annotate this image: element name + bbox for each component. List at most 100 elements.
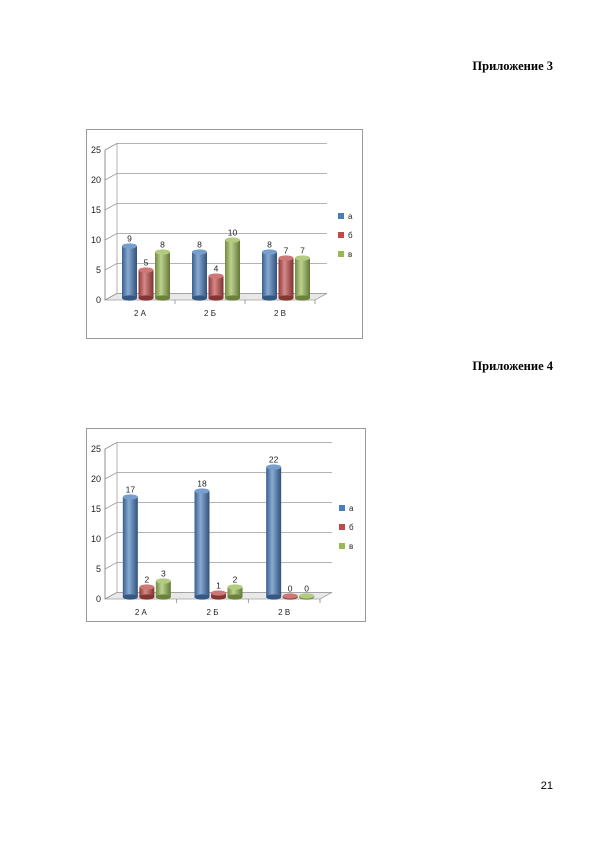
bar-top — [194, 488, 210, 494]
bar-top — [139, 584, 155, 590]
bar-base — [192, 295, 207, 301]
bar-top — [122, 243, 137, 249]
y-tick-label: 0 — [96, 594, 101, 604]
y-tick-label: 5 — [96, 564, 101, 574]
page-number: 21 — [540, 780, 553, 792]
data-label: 7 — [284, 245, 289, 255]
bar-top — [295, 255, 310, 261]
legend-label: в — [349, 542, 353, 551]
bar-base — [155, 295, 170, 301]
bar-body — [155, 581, 171, 597]
data-label: 10 — [228, 227, 238, 237]
bar-в-0 — [155, 249, 170, 301]
bar-top — [282, 593, 298, 599]
data-label: 0 — [304, 583, 309, 593]
bar-в-0 — [155, 578, 171, 600]
bar-base — [211, 594, 226, 600]
bar-body — [155, 252, 170, 298]
chart-side-wall — [104, 142, 118, 301]
data-label: 22 — [269, 454, 279, 464]
chart-2-svg: 0 5 10 15 20 25 2 А 17 2 3 2 Б 18 1 2 2 В 22 0 0 а б в — [91, 441, 354, 617]
data-label: 7 — [300, 245, 305, 255]
gridline — [104, 142, 327, 151]
bar-body — [122, 246, 137, 298]
y-tick-label: 25 — [91, 444, 101, 454]
bar-body — [208, 276, 224, 298]
bar-в-2 — [299, 593, 315, 600]
bar-в-1 — [225, 237, 240, 301]
gridline — [104, 561, 332, 570]
data-label: 17 — [126, 484, 136, 494]
bar-а-2 — [266, 464, 282, 600]
legend-swatch-б — [339, 524, 345, 530]
bar-б-2 — [282, 593, 298, 600]
gridline — [104, 292, 327, 301]
bar-top — [208, 273, 224, 279]
data-label: 2 — [144, 574, 149, 584]
bar-top — [155, 249, 170, 255]
x-category-label: 2 Б — [204, 309, 216, 318]
chart-side-wall — [104, 441, 118, 600]
bar-top — [155, 578, 171, 584]
bar-body — [194, 491, 210, 597]
x-category-label: 2 В — [278, 608, 290, 617]
data-label: 3 — [161, 568, 166, 578]
bar-б-0 — [138, 267, 154, 301]
bar-base — [139, 594, 155, 600]
legend-swatch-в — [339, 543, 345, 549]
bar-base — [122, 594, 138, 600]
bar-top — [299, 593, 315, 599]
legend-label: б — [349, 523, 354, 532]
gridline — [104, 472, 332, 480]
chart-appendix-4: 0 5 10 15 20 25 2 А 17 2 3 2 Б 18 1 2 2 В 22 0 0 а б в — [86, 428, 366, 622]
bar-base — [278, 295, 294, 301]
data-label: 9 — [127, 233, 132, 243]
bar-а-0 — [122, 494, 138, 600]
appendix-4-heading: Приложение 4 — [472, 359, 553, 373]
bar-а-0 — [122, 243, 137, 301]
legend-swatch-б — [338, 232, 344, 238]
y-tick-label: 15 — [91, 205, 101, 215]
data-label: 1 — [216, 580, 221, 590]
y-tick-label: 10 — [91, 534, 101, 544]
bar-base — [194, 594, 210, 600]
gridline — [104, 502, 332, 510]
bar-б-1 — [211, 590, 226, 600]
x-category-label: 2 А — [134, 309, 147, 318]
bar-top — [122, 494, 138, 500]
bar-top — [278, 255, 294, 261]
gridline — [104, 441, 332, 450]
data-label: 8 — [197, 239, 202, 249]
y-tick-label: 20 — [91, 175, 101, 185]
legend-label: а — [349, 504, 354, 513]
gridline — [104, 233, 327, 241]
legend-label: б — [348, 231, 353, 240]
y-tick-label: 25 — [91, 145, 101, 155]
appendix-3-heading: Приложение 3 — [472, 59, 553, 73]
y-tick-label: 15 — [91, 504, 101, 514]
bar-base — [122, 295, 137, 301]
bar-base — [138, 295, 154, 301]
bar-top — [192, 249, 207, 255]
bar-base — [208, 295, 224, 301]
bar-top — [225, 237, 240, 243]
data-label: 8 — [160, 239, 165, 249]
gridline — [104, 532, 332, 540]
legend-swatch-а — [339, 505, 345, 511]
y-tick-label: 0 — [96, 295, 101, 305]
x-category-label: 2 Б — [207, 608, 219, 617]
bar-а-2 — [262, 249, 277, 301]
bar-base — [295, 295, 310, 301]
bar-top — [262, 249, 277, 255]
bar-body — [262, 252, 277, 298]
bar-top — [227, 584, 243, 590]
chart-appendix-3: 0 5 10 15 20 25 2 А 9 5 8 2 Б 8 4 10 2 В 8 7 7 а б в — [86, 129, 363, 339]
bar-base — [155, 594, 171, 600]
bar-body — [225, 240, 240, 298]
chart-1-svg: 0 5 10 15 20 25 2 А 9 5 8 2 Б 8 4 10 2 В 8 7 7 а б в — [91, 142, 353, 318]
bar-в-2 — [295, 255, 310, 301]
x-category-label: 2 В — [274, 309, 286, 318]
gridline — [104, 203, 327, 211]
legend-swatch-а — [338, 213, 344, 219]
legend-swatch-в — [338, 251, 344, 257]
